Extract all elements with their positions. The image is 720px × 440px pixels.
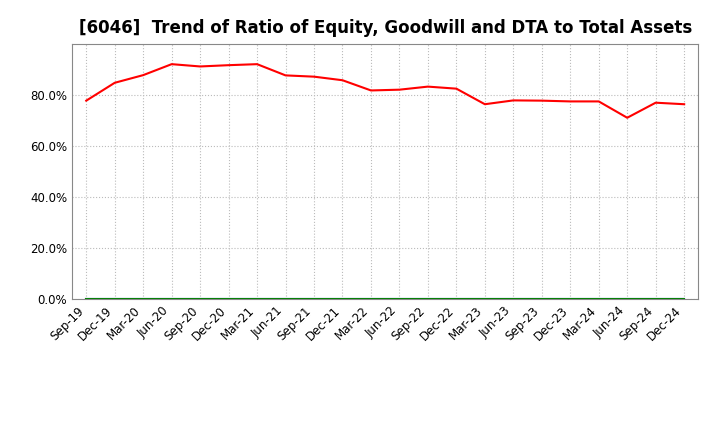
Equity [452, 86, 461, 92]
Goodwill [167, 297, 176, 302]
Line: Equity: Equity [86, 64, 684, 118]
Equity [652, 100, 660, 105]
Equity [509, 98, 518, 103]
Equity [537, 98, 546, 103]
Legend: Equity, Goodwill, Deferred Tax Assets: Equity, Goodwill, Deferred Tax Assets [185, 439, 585, 440]
Goodwill [196, 297, 204, 302]
Deferred Tax Assets [566, 297, 575, 302]
Deferred Tax Assets [82, 297, 91, 302]
Deferred Tax Assets [652, 297, 660, 302]
Deferred Tax Assets [423, 297, 432, 302]
Deferred Tax Assets [253, 297, 261, 302]
Deferred Tax Assets [452, 297, 461, 302]
Goodwill [423, 297, 432, 302]
Equity [595, 99, 603, 104]
Goodwill [366, 297, 375, 302]
Deferred Tax Assets [196, 297, 204, 302]
Equity [623, 115, 631, 121]
Deferred Tax Assets [110, 297, 119, 302]
Equity [423, 84, 432, 89]
Equity [566, 99, 575, 104]
Equity [395, 87, 404, 92]
Deferred Tax Assets [225, 297, 233, 302]
Equity [282, 73, 290, 78]
Equity [480, 102, 489, 107]
Goodwill [652, 297, 660, 302]
Goodwill [566, 297, 575, 302]
Deferred Tax Assets [537, 297, 546, 302]
Deferred Tax Assets [680, 297, 688, 302]
Deferred Tax Assets [395, 297, 404, 302]
Deferred Tax Assets [282, 297, 290, 302]
Goodwill [623, 297, 631, 302]
Deferred Tax Assets [139, 297, 148, 302]
Equity [253, 62, 261, 67]
Goodwill [225, 297, 233, 302]
Deferred Tax Assets [623, 297, 631, 302]
Deferred Tax Assets [338, 297, 347, 302]
Goodwill [452, 297, 461, 302]
Deferred Tax Assets [509, 297, 518, 302]
Equity [680, 102, 688, 107]
Equity [82, 98, 91, 103]
Equity [225, 62, 233, 68]
Goodwill [253, 297, 261, 302]
Goodwill [282, 297, 290, 302]
Deferred Tax Assets [366, 297, 375, 302]
Deferred Tax Assets [480, 297, 489, 302]
Goodwill [480, 297, 489, 302]
Title: [6046]  Trend of Ratio of Equity, Goodwill and DTA to Total Assets: [6046] Trend of Ratio of Equity, Goodwil… [78, 19, 692, 37]
Deferred Tax Assets [595, 297, 603, 302]
Goodwill [82, 297, 91, 302]
Goodwill [509, 297, 518, 302]
Deferred Tax Assets [167, 297, 176, 302]
Goodwill [537, 297, 546, 302]
Equity [167, 62, 176, 67]
Goodwill [395, 297, 404, 302]
Equity [310, 74, 318, 79]
Goodwill [680, 297, 688, 302]
Goodwill [338, 297, 347, 302]
Equity [366, 88, 375, 93]
Equity [338, 77, 347, 83]
Equity [110, 80, 119, 85]
Goodwill [110, 297, 119, 302]
Goodwill [310, 297, 318, 302]
Goodwill [595, 297, 603, 302]
Deferred Tax Assets [310, 297, 318, 302]
Goodwill [139, 297, 148, 302]
Equity [196, 64, 204, 69]
Equity [139, 73, 148, 78]
